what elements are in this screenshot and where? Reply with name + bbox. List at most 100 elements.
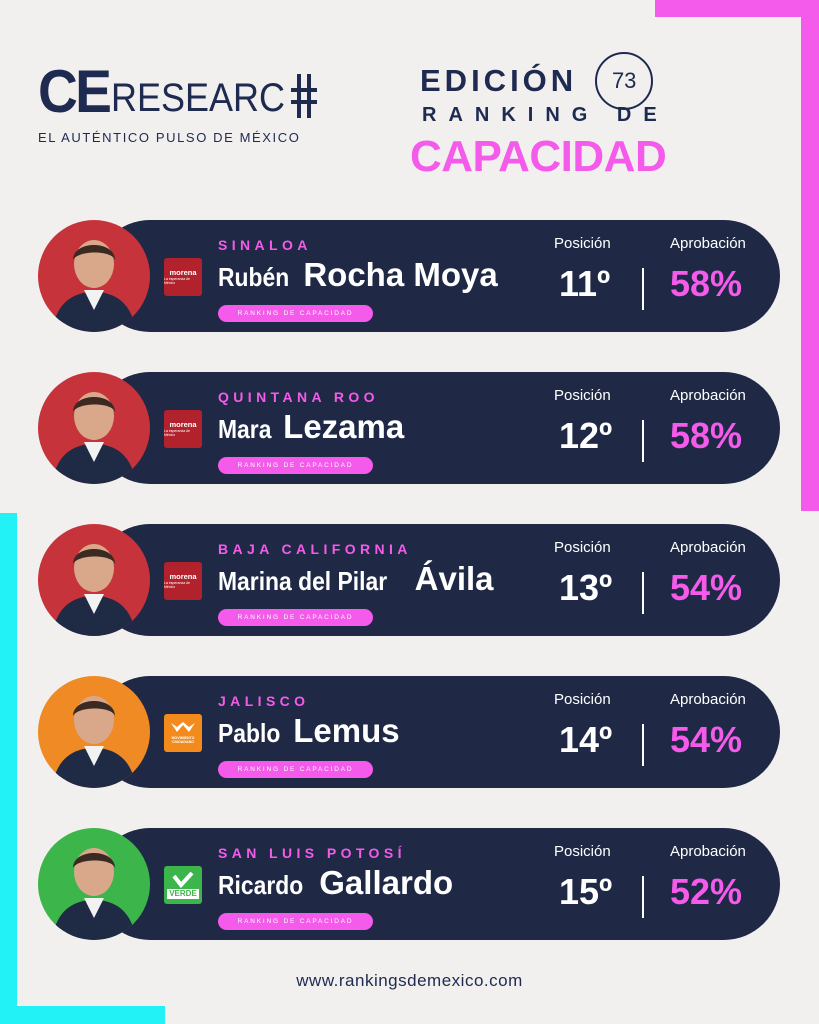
- governor-name: Mara Lezama: [218, 410, 404, 443]
- frame-accent-pink-top: [655, 0, 819, 17]
- governor-first-name: Ricardo: [218, 870, 304, 900]
- governor-last-name: Lemus: [293, 712, 400, 749]
- logo-ce-text: CE: [38, 58, 112, 125]
- position-label: Posición: [554, 843, 611, 860]
- divider: [642, 724, 644, 766]
- party-logo-subtext: La esperanza de México: [164, 277, 191, 286]
- party-logo-text: morena: [169, 571, 197, 581]
- frame-accent-cyan-bottom: [0, 1006, 165, 1024]
- governor-last-name: Gallardo: [319, 864, 454, 901]
- position-value: 11º: [559, 263, 611, 304]
- logo-tagline: EL AUTÉNTICO PULSO DE MÉXICO: [38, 130, 301, 145]
- ranking-card-bar: [94, 828, 780, 940]
- party-logo: morena La esperanza de México: [164, 258, 202, 296]
- avatar: [38, 828, 150, 940]
- ranking-card-bar: [94, 220, 780, 332]
- avatar: [38, 524, 150, 636]
- position-value: 14º: [559, 719, 613, 760]
- divider: [642, 572, 644, 614]
- ranking-card: morena La esperanza de México BAJA CALIFO…: [38, 524, 780, 636]
- approval-value: 52%: [670, 871, 743, 912]
- approval-label: Aprobación: [670, 843, 746, 860]
- edition-label: EDICIÓN: [420, 63, 578, 98]
- logo-hash-icon: [290, 74, 317, 118]
- governor-first-name: Mara: [218, 414, 272, 444]
- governor-last-name: Lezama: [283, 408, 405, 445]
- party-logo-text: MOVIMIENTO CIUDADANO: [171, 736, 195, 744]
- ranking-card-bar: [94, 676, 780, 788]
- position-value: 15º: [559, 871, 613, 912]
- frame-accent-cyan-left: [0, 513, 17, 1024]
- avatar: [38, 372, 150, 484]
- ce-research-logo: CE RESEARC EL AUTÉNTICO PULSO DE MÉXICO: [38, 62, 317, 145]
- person-silhouette-icon: [52, 240, 136, 332]
- divider: [642, 420, 644, 462]
- governor-first-name: Pablo: [218, 718, 281, 748]
- divider: [642, 876, 644, 918]
- person-silhouette-icon: [52, 696, 136, 788]
- party-logo: VERDE: [164, 866, 202, 904]
- governor-last-name: Rocha Moya: [303, 256, 498, 293]
- state-name: SINALOA: [218, 237, 312, 253]
- state-name: JALISCO: [218, 693, 310, 709]
- governor-name: Marina del Pilar Ávila: [218, 562, 494, 595]
- ranking-card-bar: [94, 372, 780, 484]
- person-silhouette-icon: [52, 544, 136, 636]
- party-logo-text: morena: [169, 419, 197, 429]
- governor-first-name: Marina del Pilar: [218, 566, 388, 596]
- party-logo: MOVIMIENTO CIUDADANO: [164, 714, 202, 752]
- approval-label: Aprobación: [670, 235, 746, 252]
- ranking-card-bar: [94, 524, 780, 636]
- party-logo-text: VERDE: [167, 888, 199, 899]
- logo-research-text: RESEARC: [111, 76, 286, 120]
- approval-label: Aprobación: [670, 539, 746, 556]
- approval-value: 54%: [670, 567, 743, 608]
- approval-label: Aprobación: [670, 691, 746, 708]
- ranking-card: MOVIMIENTO CIUDADANO JALISCO Pablo Lemus…: [38, 676, 780, 788]
- avatar: [38, 220, 150, 332]
- person-silhouette-icon: [52, 392, 136, 484]
- footer-url[interactable]: www.rankingsdemexico.com: [296, 971, 523, 990]
- ranking-pill: RANKING DE CAPACIDAD: [218, 913, 373, 930]
- governor-last-name: Ávila: [414, 560, 494, 597]
- ranking-card: VERDE SAN LUIS POTOSÍ Ricardo Gallardo R…: [38, 828, 780, 940]
- ranking-de-label: RANKING DE: [422, 104, 669, 126]
- ranking-card: morena La esperanza de México QUINTANA RO…: [38, 372, 780, 484]
- governor-name: Rubén Rocha Moya: [218, 258, 498, 291]
- verde-check-icon: [172, 871, 194, 888]
- position-label: Posición: [554, 235, 611, 252]
- position-value: 12º: [559, 415, 613, 456]
- governor-name: Pablo Lemus: [218, 714, 400, 747]
- position-label: Posición: [554, 539, 611, 556]
- ranking-pill: RANKING DE CAPACIDAD: [218, 457, 373, 474]
- state-name: QUINTANA ROO: [218, 389, 379, 405]
- party-logo: morena La esperanza de México: [164, 410, 202, 448]
- party-logo-subtext: La esperanza de México: [164, 581, 191, 590]
- approval-value: 58%: [670, 263, 743, 304]
- state-name: BAJA CALIFORNIA: [218, 541, 412, 557]
- approval-value: 58%: [670, 415, 743, 456]
- approval-label: Aprobación: [670, 387, 746, 404]
- ranking-pill: RANKING DE CAPACIDAD: [218, 761, 373, 778]
- avatar: [38, 676, 150, 788]
- approval-value: 54%: [670, 719, 743, 760]
- ranking-card: morena La esperanza de México SINALOA Rub…: [38, 220, 780, 332]
- eagle-icon: [171, 722, 195, 733]
- edition-number-badge: 73: [595, 52, 654, 110]
- party-logo: morena La esperanza de México: [164, 562, 202, 600]
- governor-first-name: Rubén: [218, 262, 290, 292]
- capacidad-title: CAPACIDAD: [410, 132, 667, 181]
- person-silhouette-icon: [52, 848, 136, 940]
- position-value: 13º: [559, 567, 613, 608]
- position-label: Posición: [554, 387, 611, 404]
- governor-name: Ricardo Gallardo: [218, 866, 453, 899]
- edition-header: EDICIÓN 73: [420, 52, 654, 110]
- party-logo-subtext: La esperanza de México: [164, 429, 191, 438]
- ranking-pill: RANKING DE CAPACIDAD: [218, 305, 373, 322]
- state-name: SAN LUIS POTOSÍ: [218, 845, 406, 861]
- frame-accent-pink-right: [801, 0, 819, 511]
- party-logo-text: morena: [169, 267, 197, 277]
- ranking-pill: RANKING DE CAPACIDAD: [218, 609, 373, 626]
- position-label: Posición: [554, 691, 611, 708]
- divider: [642, 268, 644, 310]
